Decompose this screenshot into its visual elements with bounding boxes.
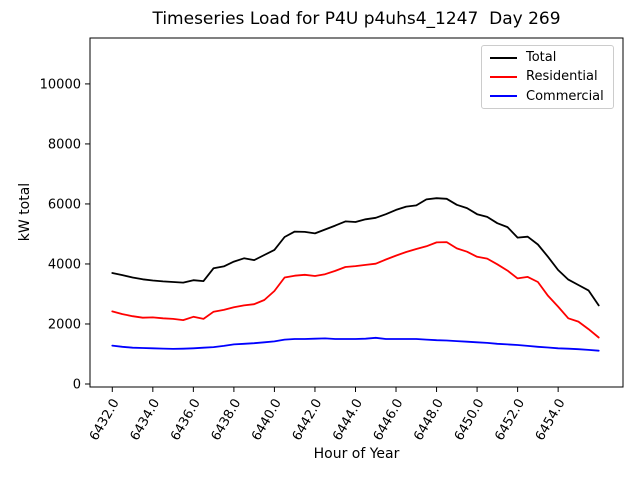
plot-border bbox=[89, 37, 624, 388]
x-tick-label: 6432.0 bbox=[87, 397, 123, 444]
residential-line-swatch bbox=[490, 75, 517, 78]
x-tick-label: 6444.0 bbox=[330, 397, 366, 444]
legend-item-commercial: Commercial bbox=[490, 87, 613, 106]
x-tick-label: 6434.0 bbox=[128, 397, 164, 444]
legend-item-total: Total bbox=[490, 48, 613, 67]
y-axis-label: kW total bbox=[17, 182, 33, 242]
x-tick-label: 6438.0 bbox=[209, 397, 245, 444]
x-tick-label: 6452.0 bbox=[492, 397, 528, 444]
legend: Total Residential Commercial bbox=[481, 45, 614, 109]
x-tick-label: 6442.0 bbox=[290, 397, 326, 444]
y-tick-label: 2000 bbox=[48, 317, 81, 332]
series-line-residential bbox=[111, 241, 600, 339]
y-tick-label: 0 bbox=[73, 377, 81, 392]
total-line-swatch bbox=[490, 56, 517, 59]
legend-item-residential: Residential bbox=[490, 67, 613, 86]
x-tick-label: 6446.0 bbox=[371, 397, 407, 444]
legend-label-total: Total bbox=[526, 50, 557, 66]
series-line-total bbox=[111, 197, 600, 307]
chart-title: Timeseries Load for P4U p4uhs4_1247 Day … bbox=[152, 9, 561, 29]
x-tick-label: 6454.0 bbox=[533, 397, 569, 444]
x-tick-label: 6440.0 bbox=[249, 397, 285, 444]
y-tick-label: 4000 bbox=[48, 257, 81, 272]
x-axis-label: Hour of Year bbox=[313, 446, 400, 462]
x-tick-label: 6436.0 bbox=[168, 397, 204, 444]
y-tick-label: 8000 bbox=[48, 137, 81, 152]
series-line-commercial bbox=[111, 336, 600, 352]
y-tick-label: 10000 bbox=[40, 77, 81, 92]
legend-label-commercial: Commercial bbox=[526, 88, 604, 104]
x-tick-label: 6448.0 bbox=[411, 397, 447, 444]
x-tick-label: 6450.0 bbox=[452, 396, 488, 443]
legend-label-residential: Residential bbox=[526, 69, 598, 85]
y-tick-label: 6000 bbox=[48, 197, 81, 212]
commercial-line-swatch bbox=[490, 95, 517, 98]
